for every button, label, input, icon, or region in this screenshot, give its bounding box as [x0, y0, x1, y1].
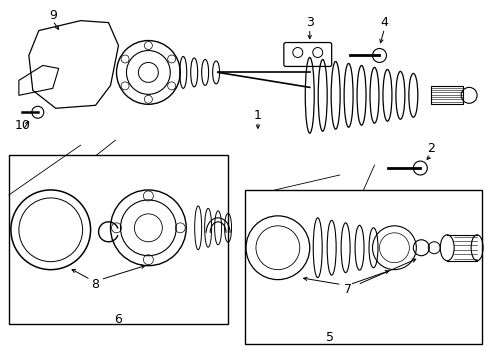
- Text: 6: 6: [114, 313, 122, 326]
- Text: 5: 5: [325, 331, 333, 344]
- Text: 4: 4: [380, 16, 387, 29]
- Text: 2: 2: [427, 141, 434, 155]
- Text: 9: 9: [49, 9, 57, 22]
- Bar: [244, 190, 481, 345]
- Text: 7: 7: [343, 283, 351, 296]
- Text: 3: 3: [305, 16, 313, 29]
- Text: 1: 1: [253, 109, 262, 122]
- Text: 8: 8: [91, 278, 100, 291]
- Bar: [9, 155, 227, 324]
- Bar: [430, 86, 462, 104]
- Text: 10: 10: [15, 119, 31, 132]
